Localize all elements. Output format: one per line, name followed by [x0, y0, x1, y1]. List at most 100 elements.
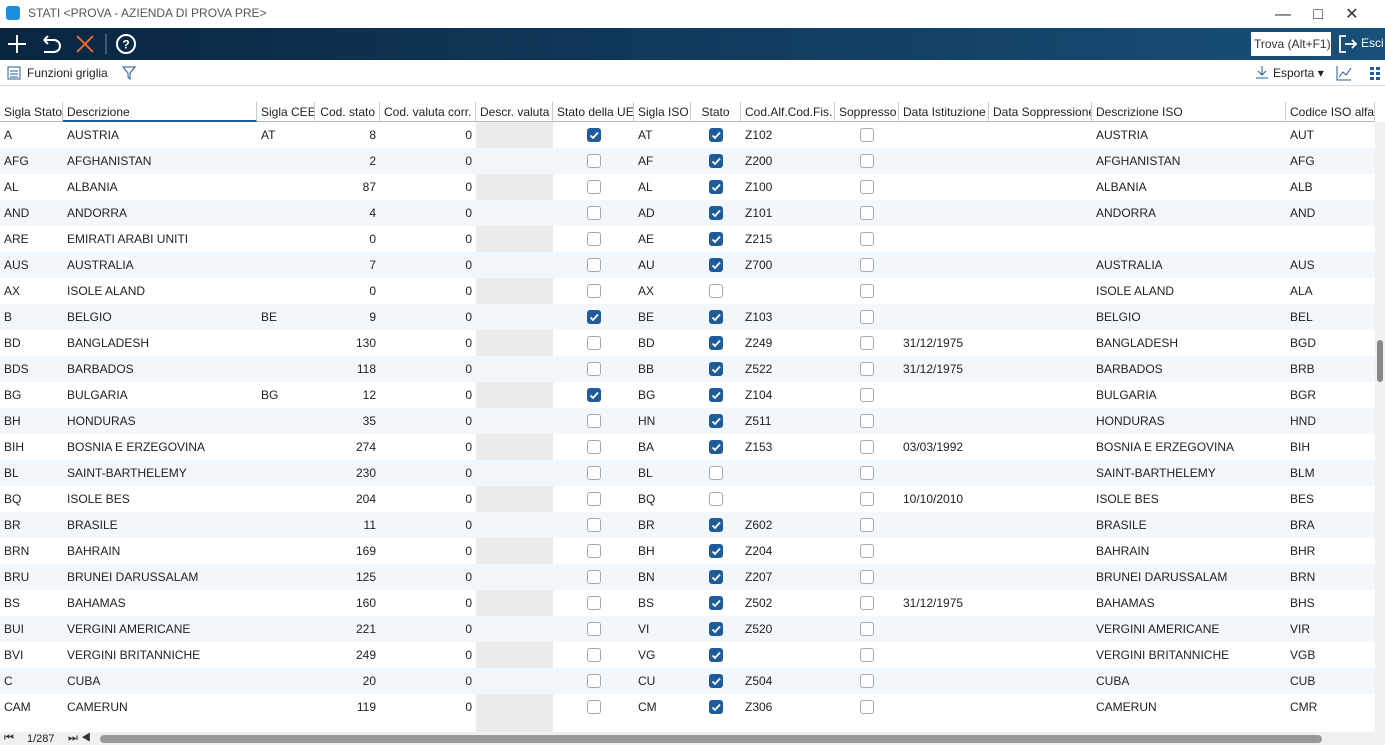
checkbox — [860, 232, 874, 246]
grid-cell: 0 — [465, 180, 472, 194]
checkbox — [586, 232, 601, 246]
grid-cell: Z104 — [745, 388, 773, 402]
grid-cell: Z102 — [745, 128, 773, 142]
grid-cell: 0 — [465, 440, 472, 454]
column-header[interactable]: Cod. valuta corr. — [380, 102, 476, 122]
row-stripe — [0, 668, 1375, 694]
grid-cell: BRU — [4, 570, 30, 584]
column-header[interactable]: Stato — [691, 102, 741, 122]
grid-cell: CUBA — [1096, 674, 1130, 688]
footer: ⏮ 1/287 ⏭ ◀ — [0, 732, 1385, 745]
column-header[interactable]: Descr. valuta — [476, 102, 553, 122]
checkbox — [709, 388, 723, 402]
exit-button[interactable]: Esci — [1361, 36, 1384, 50]
grid-cell: AF — [638, 154, 654, 168]
search-box[interactable]: Trova (Alt+F1) — [1251, 32, 1331, 56]
grid-cell: BOSNIA E ERZEGOVINA — [1096, 440, 1235, 454]
grid-cell: 0 — [465, 492, 472, 506]
exit-icon[interactable] — [1338, 34, 1358, 54]
grid-cell: BAHRAIN — [67, 544, 121, 558]
checkbox — [709, 362, 723, 376]
grid-cell: 0 — [369, 232, 376, 246]
column-header[interactable]: Sigla ISO — [634, 102, 691, 122]
grid-cell: AFGHANISTAN — [67, 154, 152, 168]
grid-cell: 274 — [355, 440, 376, 454]
grid-cell: BQ — [638, 492, 656, 506]
nav-last[interactable]: ⏭ ◀ — [68, 732, 91, 744]
checkbox — [586, 518, 601, 532]
grid-cell: CU — [638, 674, 656, 688]
column-header[interactable]: Stato della UE — [553, 102, 634, 122]
grid-cell: Z602 — [745, 518, 773, 532]
grid-cell: 35 — [362, 414, 376, 428]
checkbox — [709, 232, 723, 246]
grid-cell: AFG — [4, 154, 29, 168]
grid-functions-button[interactable]: Funzioni griglia — [27, 66, 108, 80]
grid-cell: AUSTRALIA — [1096, 258, 1163, 272]
column-header[interactable]: Codice ISO alfa 3 — [1286, 102, 1375, 122]
grid-cell: Z700 — [745, 258, 773, 272]
checkbox — [860, 440, 874, 454]
grid-cell: BR — [638, 518, 655, 532]
grid-cell: 0 — [465, 258, 472, 272]
grid-cell: AL — [4, 180, 19, 194]
grid-cell: BHR — [1290, 544, 1316, 558]
row-stripe — [0, 564, 1375, 590]
grid-cell: BQ — [4, 492, 22, 506]
checkbox — [860, 128, 874, 142]
column-header[interactable]: Cod.Alf.Cod.Fis. — [741, 102, 835, 122]
nav-first[interactable]: ⏮ — [4, 732, 14, 744]
grid-cell: Z207 — [745, 570, 773, 584]
grid-cell: Z502 — [745, 596, 773, 610]
grid-cell: AFGHANISTAN — [1096, 154, 1181, 168]
grid-cell: ISOLE BES — [67, 492, 130, 506]
grid-cell: CAMERUN — [1096, 700, 1157, 714]
column-header[interactable]: Sigla CEE — [257, 102, 315, 122]
svg-text:?: ? — [122, 38, 129, 52]
checkbox — [860, 622, 874, 636]
vertical-scrollbar[interactable] — [1375, 122, 1385, 732]
grid-cell: AUSTRALIA — [67, 258, 134, 272]
checkbox — [586, 180, 601, 194]
checkbox — [709, 258, 723, 272]
row-stripe — [0, 356, 1375, 382]
export-button[interactable]: Esporta ▾ — [1273, 66, 1324, 80]
grid-cell: BRA — [1290, 518, 1315, 532]
column-header[interactable]: Descrizione ISO — [1092, 102, 1286, 122]
grid-cell: BGR — [1290, 388, 1317, 402]
checkbox — [860, 648, 874, 662]
filter-icon[interactable] — [122, 66, 136, 80]
checkbox — [586, 492, 601, 506]
column-header[interactable]: Sigla Stato — [0, 102, 63, 122]
grid-cell: BGD — [1290, 336, 1317, 350]
checkbox — [586, 362, 601, 376]
column-header[interactable]: Descrizione — [63, 102, 257, 122]
toolbar-icons[interactable]: ? — [0, 28, 150, 60]
grid-cell: AFG — [1290, 154, 1315, 168]
row-stripe — [0, 616, 1375, 642]
window-controls[interactable]: — □ ✕ — [1275, 6, 1359, 23]
grid-cell: 0 — [465, 336, 472, 350]
horizontal-scroll-thumb[interactable] — [100, 735, 1322, 743]
grid-cell: 125 — [355, 570, 376, 584]
row-stripe — [0, 200, 1375, 226]
checkbox — [586, 596, 601, 610]
view-icons[interactable] — [1336, 65, 1384, 81]
checkbox — [709, 180, 723, 194]
column-header[interactable]: Cod. stato — [315, 102, 380, 122]
checkbox — [860, 388, 874, 402]
grid-cell: AUSTRIA — [67, 128, 120, 142]
grid-cell: VIR — [1290, 622, 1311, 636]
column-header[interactable]: Data Soppressione — [989, 102, 1092, 122]
grid-cell: BRASILE — [67, 518, 118, 532]
checkbox — [860, 362, 874, 376]
column-header[interactable]: Soppresso — [835, 102, 899, 122]
grid-cell: AUSTRIA — [1096, 128, 1149, 142]
checkbox — [709, 492, 723, 506]
checkbox — [586, 310, 601, 324]
scroll-thumb[interactable] — [1377, 340, 1383, 382]
grid-cell: BUI — [4, 622, 25, 636]
row-stripe — [0, 304, 1375, 330]
column-header[interactable]: Data Istituzione — [899, 102, 989, 122]
grid-cell: BG — [638, 388, 656, 402]
